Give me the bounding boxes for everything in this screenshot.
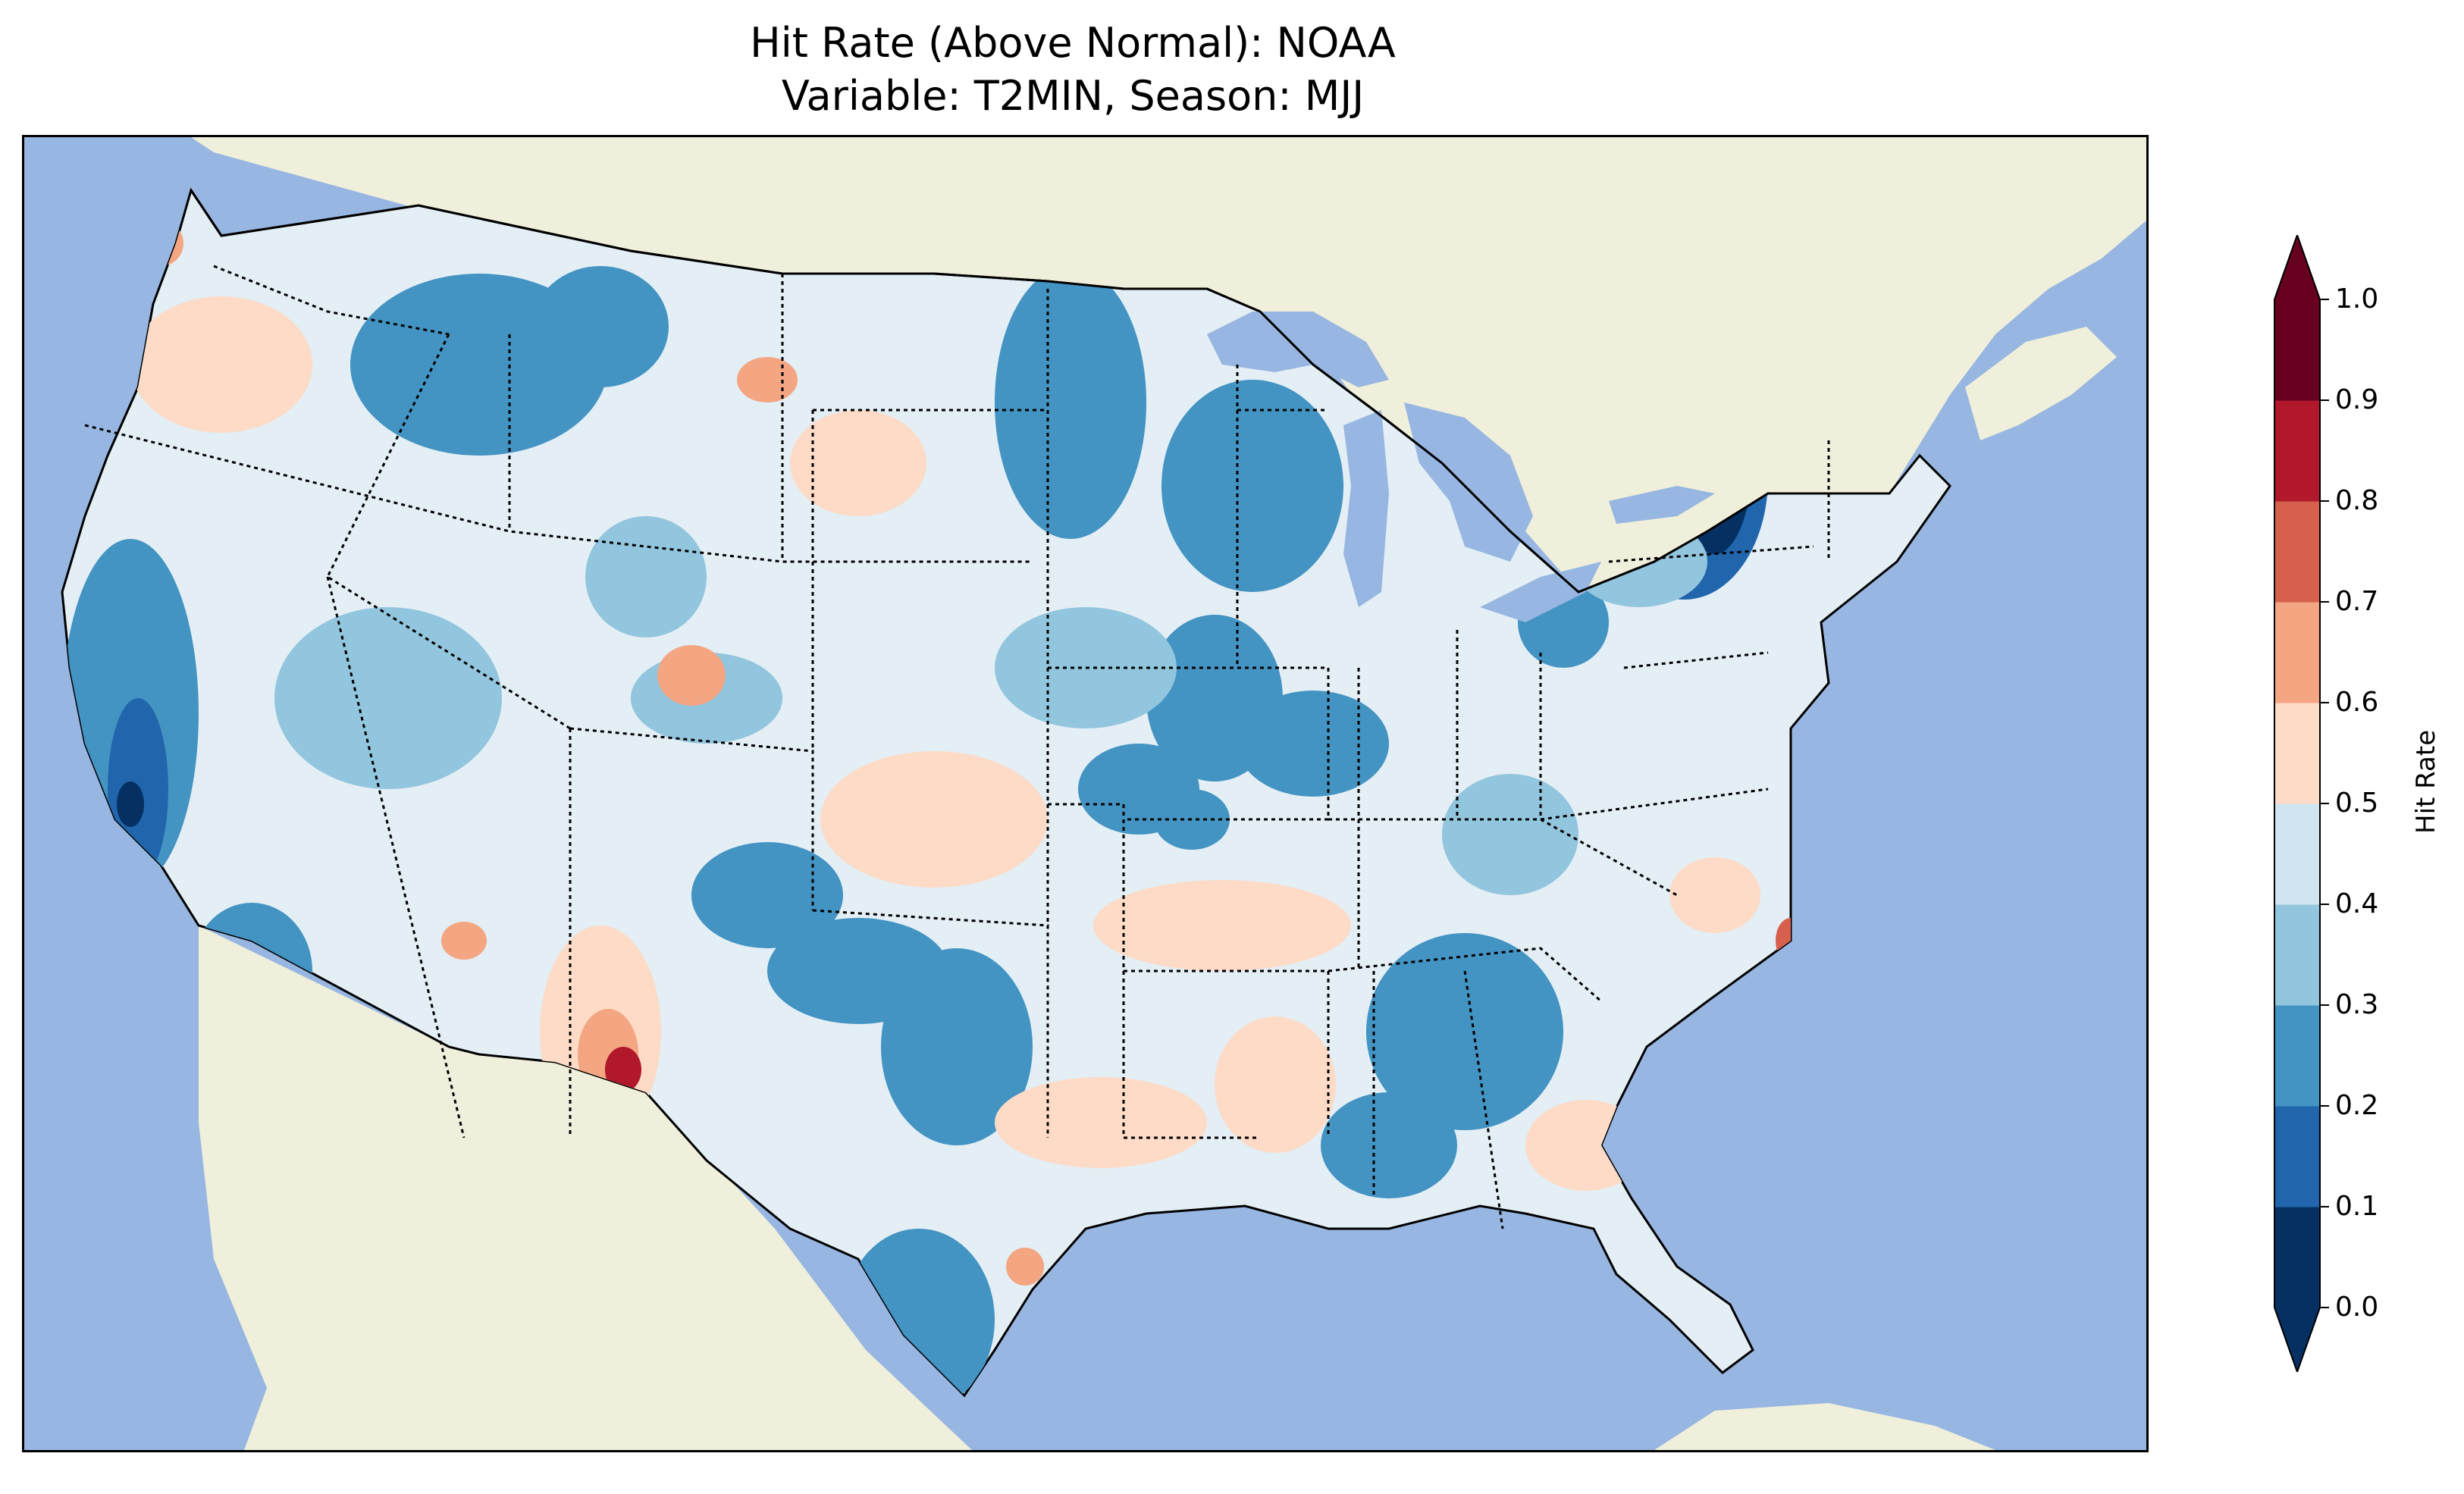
colorbar-tick-label: 0.9 <box>2335 384 2379 415</box>
state-borders <box>84 265 1830 1229</box>
hit-rate-region <box>274 607 502 789</box>
colorbar-segment <box>2274 299 2320 401</box>
hit-rate-region <box>1366 933 1563 1130</box>
chart-title: Hit Rate (Above Normal): NOAA <box>750 19 1396 67</box>
hit-rate-region <box>130 296 312 433</box>
colorbar-tick-label: 0.7 <box>2335 586 2379 617</box>
colorbar-segment <box>2274 703 2320 804</box>
hit-rate-region <box>995 266 1146 539</box>
colorbar-segment <box>2274 602 2320 703</box>
colorbar-tick-label: 0.2 <box>2335 1090 2379 1121</box>
colorbar-tick-label: 0.6 <box>2335 687 2379 718</box>
hit-rate-region <box>995 1077 1207 1168</box>
cuba-land <box>1654 1403 1995 1450</box>
hit-rate-region <box>117 781 144 827</box>
colorbar-over-triangle <box>2274 235 2320 299</box>
hit-rate-region <box>605 1047 641 1092</box>
hit-rate-region <box>1161 380 1343 592</box>
hit-rate-region <box>441 922 487 960</box>
colorbar-label: Hit Rate <box>2411 729 2441 834</box>
colorbar-under-triangle <box>2274 1308 2320 1372</box>
maritime-land <box>1965 327 2117 440</box>
hit-rate-region <box>1006 1248 1044 1286</box>
hit-rate-region <box>1321 1092 1457 1198</box>
colorbar-segment <box>2274 803 2320 905</box>
hit-rate-region <box>691 842 843 948</box>
chart-subtitle: Variable: T2MIN, Season: MJJ <box>781 72 1365 120</box>
hit-rate-region <box>1093 880 1351 971</box>
hit-rate-region <box>1215 1016 1336 1153</box>
hit-rate-region <box>532 266 669 387</box>
hit-rate-region <box>737 357 798 402</box>
hit-rate-region <box>1442 774 1578 895</box>
colorbar <box>2267 232 2373 1375</box>
colorbar-segment <box>2274 501 2320 603</box>
colorbar-tick-label: 0.1 <box>2335 1191 2379 1222</box>
hit-rate-region <box>881 948 1033 1145</box>
colorbar-segment <box>2274 1005 2320 1107</box>
colorbar-tick-label: 0.0 <box>2335 1292 2379 1323</box>
hit-rate-region <box>1146 615 1283 781</box>
canada-land <box>191 137 2146 592</box>
map-panel <box>22 135 2149 1452</box>
lake-michigan <box>1343 410 1389 607</box>
hit-rate-region <box>790 410 926 516</box>
colorbar-segment <box>2274 904 2320 1006</box>
colorbar-tick-label: 0.5 <box>2335 788 2379 819</box>
colorbar-tick-label: 0.4 <box>2335 888 2379 919</box>
colorbar-tick-label: 0.8 <box>2335 485 2379 516</box>
lake-erie <box>1480 562 1601 622</box>
hit-rate-region <box>657 645 726 706</box>
hit-rate-region <box>585 516 707 637</box>
colorbar-tick-label: 0.3 <box>2335 989 2379 1020</box>
hit-rate-region <box>1669 857 1760 933</box>
colorbar-segment <box>2274 1106 2320 1207</box>
hit-rate-region <box>820 751 1048 888</box>
colorbar-segment <box>2274 1207 2320 1308</box>
colorbar-tick-label: 1.0 <box>2335 283 2379 315</box>
coastline <box>190 189 1889 594</box>
lake-ontario <box>1609 486 1715 524</box>
colorbar-segment <box>2274 400 2320 502</box>
baja-land <box>199 926 449 1426</box>
